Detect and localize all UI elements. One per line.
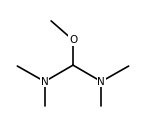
Text: N: N	[97, 77, 105, 87]
Text: O: O	[69, 35, 77, 45]
Text: N: N	[41, 77, 49, 87]
